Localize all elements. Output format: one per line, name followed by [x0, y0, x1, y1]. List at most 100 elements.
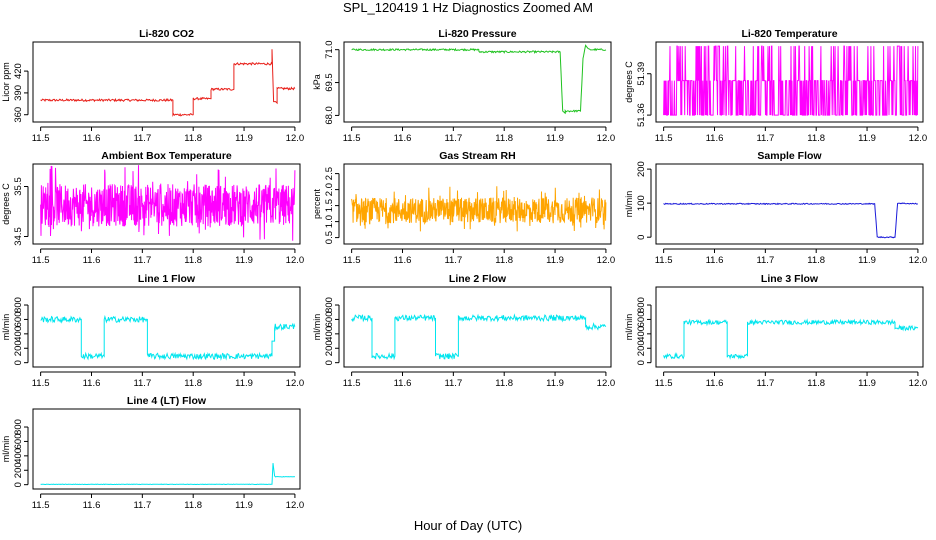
x-tick-label: 12.0	[286, 133, 305, 144]
y-axis-label: kPa	[312, 74, 322, 90]
y-tick-label: 2.0	[324, 183, 335, 196]
panel-1: Li-820 Pressure 11.5 11.6 11.7 11.8 11.9 12.0 6…	[312, 28, 615, 144]
x-tick-label: 11.7	[756, 133, 774, 144]
y-tick-label: 360	[13, 107, 24, 123]
x-tick-label: 11.5	[343, 255, 361, 266]
x-tick-label: 11.6	[706, 378, 724, 389]
x-tick-label: 11.6	[83, 500, 101, 511]
series-line	[663, 45, 919, 116]
y-tick-label: 200	[636, 340, 647, 356]
y-tick-label: 0	[636, 360, 647, 365]
plot-frame	[343, 286, 612, 368]
x-tick-label: 11.9	[235, 133, 253, 144]
y-tick-label: 800	[636, 297, 647, 313]
x-tick-label: 11.9	[858, 133, 876, 144]
y-axis-label: Licor ppm	[1, 62, 11, 102]
x-tick-label: 12.0	[597, 378, 616, 389]
y-tick-label: 400	[324, 326, 335, 342]
y-tick-label: 69.5	[324, 73, 335, 92]
panel-title: Sample Flow	[757, 150, 822, 162]
x-tick-label: 11.8	[184, 255, 202, 266]
y-tick-label: 1.0	[324, 215, 335, 228]
plot-frame	[32, 286, 301, 368]
x-tick-label: 12.0	[286, 255, 305, 266]
x-tick-label: 11.6	[394, 378, 412, 389]
y-tick-label: 800	[13, 419, 24, 435]
y-tick-label: 600	[13, 434, 24, 450]
plot-frame	[343, 163, 612, 245]
series-line	[351, 186, 607, 232]
x-tick-label: 11.6	[394, 255, 412, 266]
series-line	[40, 165, 296, 241]
x-tick-label: 11.5	[343, 133, 361, 144]
x-tick-label: 11.8	[807, 378, 825, 389]
plot-frame	[655, 163, 924, 245]
x-tick-label: 11.8	[495, 378, 513, 389]
x-tick-label: 11.6	[706, 255, 724, 266]
panel-0: Li-820 CO2 11.5 11.6 11.7 11.8 11.9 12.0 360 390…	[1, 28, 304, 144]
x-tick-label: 11.7	[133, 133, 151, 144]
panel-title: Li-820 Pressure	[438, 28, 516, 40]
plot-frame	[32, 163, 301, 245]
y-tick-label: 200	[324, 340, 335, 356]
x-tick-label: 11.6	[83, 378, 101, 389]
x-tick-label: 11.8	[807, 255, 825, 266]
panel-title: Line 1 Flow	[138, 273, 196, 285]
x-tick-label: 12.0	[286, 500, 305, 511]
y-tick-label: 35.5	[13, 177, 24, 196]
x-tick-label: 11.6	[706, 133, 724, 144]
x-tick-label: 11.9	[546, 133, 564, 144]
panel-title: Li-820 Temperature	[741, 28, 837, 40]
x-tick-label: 12.0	[286, 378, 305, 389]
x-tick-label: 11.8	[184, 133, 202, 144]
x-tick-label: 11.5	[343, 378, 361, 389]
x-tick-label: 11.9	[546, 255, 564, 266]
x-tick-label: 11.7	[133, 255, 151, 266]
y-tick-label: 420	[13, 63, 24, 79]
y-axis-label: ml/min	[1, 436, 11, 463]
y-tick-label: 68.0	[324, 106, 335, 125]
panel-9: Line 4 (LT) Flow 11.5 11.6 11.7 11.8 11.9 12.0…	[1, 395, 304, 511]
panel-2: Li-820 Temperature 11.5 11.6 11.7 11.8 11.9 12…	[624, 28, 927, 144]
x-tick-label: 11.9	[858, 378, 876, 389]
y-tick-label: 600	[324, 312, 335, 328]
x-tick-label: 11.5	[32, 133, 50, 144]
y-tick-label: 0	[636, 235, 647, 240]
y-axis-label: degrees C	[624, 61, 634, 103]
panel-title: Line 3 Flow	[761, 273, 819, 285]
series-line	[40, 463, 295, 486]
x-tick-label: 11.9	[235, 255, 253, 266]
x-tick-label: 11.5	[32, 500, 50, 511]
y-tick-label: 600	[13, 312, 24, 328]
panel-title: Gas Stream RH	[439, 150, 515, 162]
panel-6: Line 1 Flow 11.5 11.6 11.7 11.8 11.9 12.0 0 2004…	[1, 273, 304, 389]
x-tick-label: 11.8	[184, 378, 202, 389]
panel-8: Line 3 Flow 11.5 11.6 11.7 11.8 11.9 12.0 0 2004…	[624, 273, 927, 389]
x-tick-label: 11.6	[83, 133, 101, 144]
y-tick-label: 400	[13, 448, 24, 464]
x-tick-label: 12.0	[597, 133, 616, 144]
y-tick-label: 200	[636, 161, 647, 177]
y-tick-label: 390	[13, 85, 24, 101]
y-tick-label: 600	[636, 312, 647, 328]
y-tick-label: 71.0	[324, 40, 335, 59]
y-tick-label: 34.5	[13, 227, 24, 246]
x-tick-label: 11.8	[807, 133, 825, 144]
plot-frame	[343, 41, 612, 123]
y-tick-label: 0	[324, 360, 335, 365]
y-tick-label: 51.39	[636, 62, 647, 86]
y-tick-label: 1.5	[324, 199, 335, 212]
panel-3: Ambient Box Temperature 11.5 11.6 11.7 11.8 1…	[1, 150, 304, 266]
x-tick-label: 11.9	[235, 378, 253, 389]
x-tick-label: 11.5	[655, 378, 673, 389]
y-tick-label: 0	[13, 482, 24, 487]
plot-frame	[655, 41, 924, 123]
plot-frame	[655, 286, 924, 368]
y-tick-label: 200	[13, 462, 24, 478]
y-tick-label: 51.36	[636, 103, 647, 127]
x-tick-label: 11.7	[444, 133, 462, 144]
x-tick-label: 12.0	[909, 378, 928, 389]
x-tick-label: 11.9	[235, 500, 253, 511]
y-tick-label: 400	[13, 326, 24, 342]
